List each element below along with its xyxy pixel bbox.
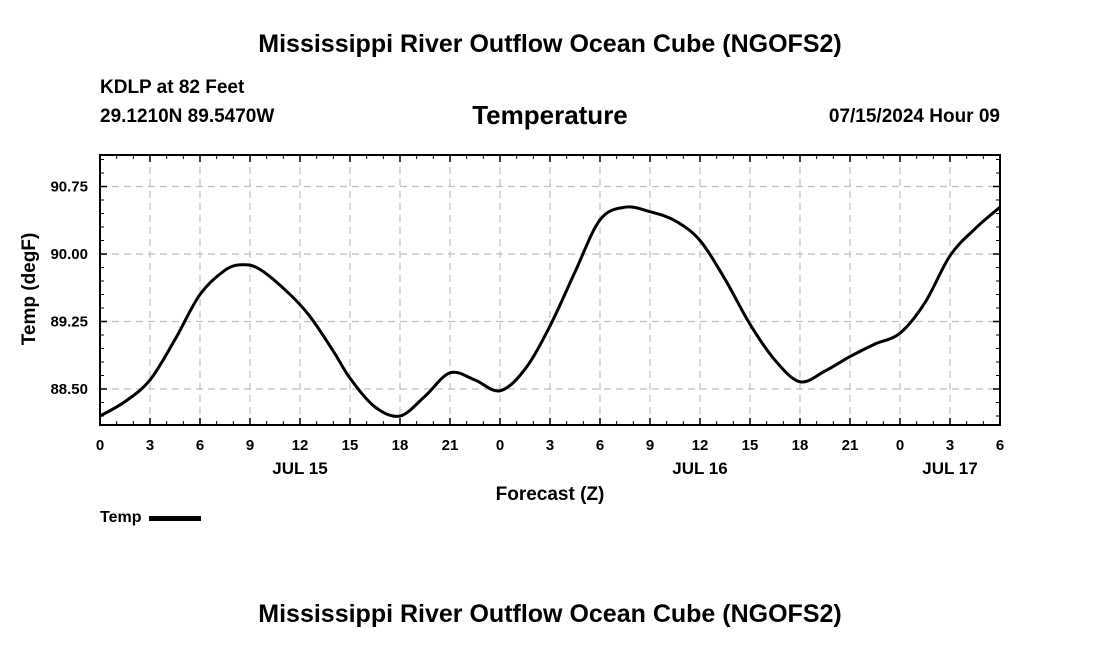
x-tick-label: 9 [246,437,254,454]
x-tick-label: 6 [996,437,1004,454]
x-tick-label: 18 [792,437,809,454]
x-tick-label: 3 [546,437,554,454]
x-tick-label: 15 [342,437,359,454]
x-axis-title: Forecast (Z) [496,484,605,505]
y-tick-label: 90.75 [50,179,88,196]
footer-title: Mississippi River Outflow Ocean Cube (NG… [258,600,842,628]
grid-lines [100,155,1000,425]
x-tick-label: 3 [146,437,154,454]
x-tick-label: 0 [896,437,904,454]
legend-label: Temp [100,509,142,526]
x-tick-label: 0 [96,437,104,454]
x-day-label: JUL 17 [922,459,977,478]
series-layer [99,205,1001,418]
y-axis-title: Temp (degF) [19,233,40,346]
y-tick-label: 89.25 [50,314,88,331]
y-tick-label: 88.50 [50,381,88,398]
station-label: KDLP at 82 Feet [100,77,245,98]
forecast-datetime: 07/15/2024 Hour 09 [828,106,1000,127]
legend: Temp [100,509,202,527]
x-tick-label: 15 [742,437,759,454]
x-tick-label: 6 [196,437,204,454]
x-tick-label: 21 [442,437,459,454]
x-tick-label: 18 [392,437,409,454]
x-tick-label: 0 [496,437,504,454]
axes: 0 3 6 9 12 15 18 21 0 3 6 9 12 15 18 21 0 3 6 JUL 15 JUL 16 J… [50,154,1004,478]
x-tick-label: 6 [596,437,604,454]
station-coordinates: 29.1210N 89.5470W [100,106,275,127]
x-tick-label: 3 [946,437,954,454]
legend-line-swatch [149,515,202,521]
x-tick-label: 21 [842,437,859,454]
x-day-label: JUL 15 [272,459,327,478]
y-tick-label: 90.00 [50,246,88,263]
series-line-temp [99,205,1001,418]
x-day-label: JUL 16 [672,459,727,478]
x-tick-label: 9 [646,437,654,454]
x-tick-label: 12 [692,437,709,454]
chart-subtitle: Temperature [472,100,628,130]
page-title: Mississippi River Outflow Ocean Cube (NG… [258,30,842,58]
x-tick-label: 12 [292,437,309,454]
